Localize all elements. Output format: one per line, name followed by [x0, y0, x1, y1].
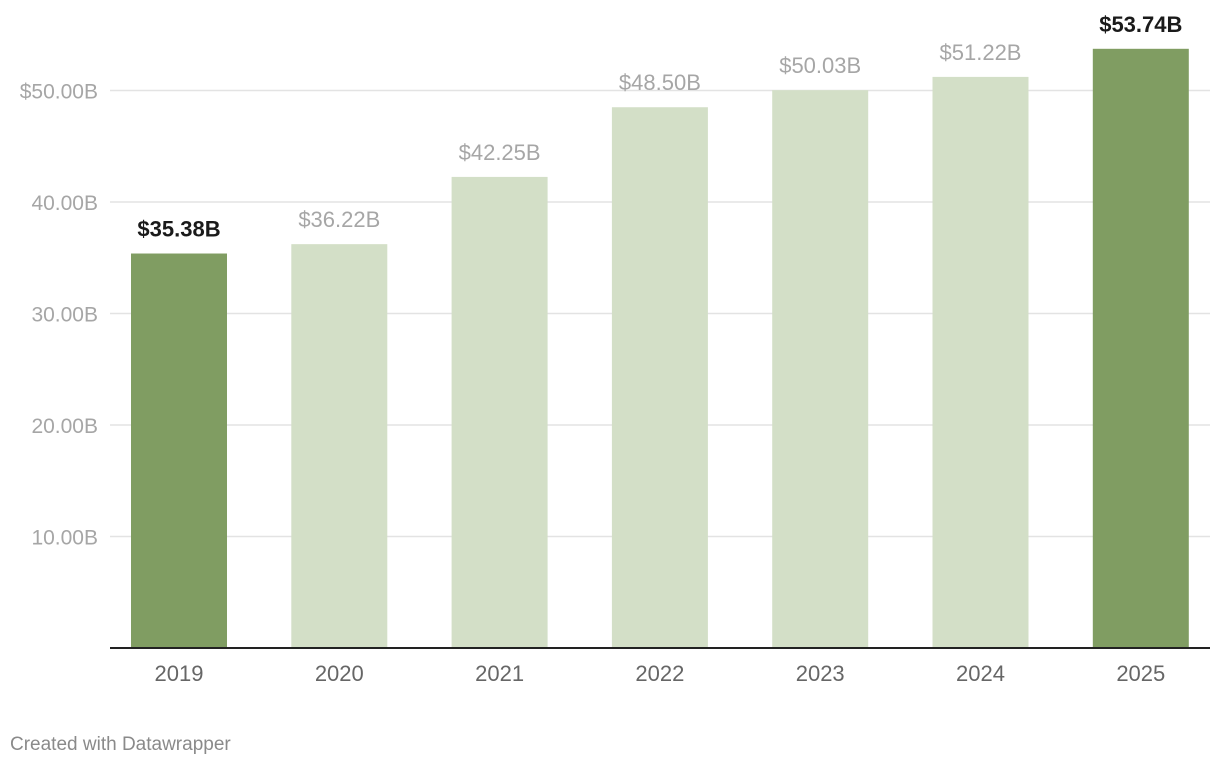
x-tick-label-2021: 2021	[475, 661, 524, 686]
value-label-2025: $53.74B	[1099, 12, 1182, 37]
value-label-2020: $36.22B	[298, 207, 380, 232]
value-label-2019: $35.38B	[137, 217, 220, 242]
x-tick-label-2019: 2019	[155, 661, 204, 686]
x-tick-label-2024: 2024	[956, 661, 1005, 686]
bar-2025	[1092, 48, 1189, 648]
bar-2023	[772, 90, 869, 648]
y-tick-label: 20.00B	[31, 415, 98, 438]
bar-chart: 10.00B 20.00B 30.00B 40.00B $50.00B $35.38B 20…	[20, 12, 1210, 686]
y-tick-label: 10.00B	[31, 527, 98, 550]
x-tick-label-2025: 2025	[1116, 661, 1165, 686]
bar-2021	[451, 176, 548, 648]
value-label-2023: $50.03B	[779, 53, 861, 78]
bar-2024	[932, 76, 1029, 649]
bar-2020	[291, 244, 388, 648]
x-tick-label-2023: 2023	[796, 661, 845, 686]
datawrapper-credit: Created with Datawrapper	[10, 734, 231, 755]
x-tick-label-2022: 2022	[635, 661, 684, 686]
bar-2019	[131, 253, 227, 648]
y-tick-label: 30.00B	[31, 304, 98, 327]
value-label-2024: $51.22B	[940, 40, 1022, 65]
value-label-2021: $42.25B	[459, 140, 541, 165]
y-tick-label: 40.00B	[31, 192, 98, 215]
bar-2022	[611, 107, 708, 649]
y-tick-label: $50.00B	[20, 81, 98, 104]
x-tick-label-2020: 2020	[315, 661, 364, 686]
value-label-2022: $48.50B	[619, 70, 701, 95]
